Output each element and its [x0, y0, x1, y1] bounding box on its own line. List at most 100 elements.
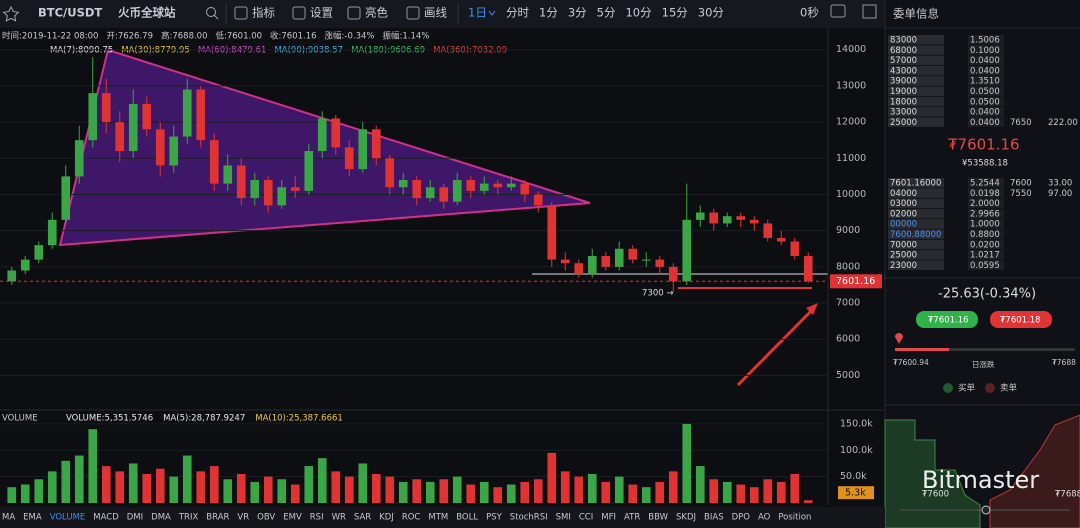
- sell-button[interactable]: [990, 311, 1052, 328]
- candle-body: [358, 129, 368, 170]
- candle-body: [7, 270, 17, 282]
- interval-button[interactable]: 1分: [539, 6, 558, 20]
- order-amount-bg: [968, 219, 1004, 229]
- candle-body: [115, 122, 125, 152]
- order-amount-bg: [968, 229, 1004, 239]
- zoom-handle[interactable]: [981, 505, 991, 515]
- price-change: -25.63(-0.34%): [938, 287, 1036, 302]
- order-price: 00000: [890, 220, 917, 230]
- indicator-tab[interactable]: BIAS: [704, 513, 724, 523]
- candle-body: [371, 129, 381, 159]
- active-interval[interactable]: 1日: [468, 6, 487, 20]
- order-price: 7601.16000: [890, 179, 941, 189]
- order-price: 7650: [1010, 118, 1032, 128]
- indicator-tab[interactable]: KDJ: [379, 513, 394, 523]
- indicator-tab[interactable]: CCI: [579, 513, 593, 523]
- order-amount-bg: [968, 76, 1004, 86]
- order-row-bg: [888, 219, 944, 229]
- volume-bar: [574, 476, 584, 503]
- candle-body: [439, 187, 449, 202]
- interval-button[interactable]: 15分: [662, 6, 689, 20]
- ohlc-info: 收:7601.16: [270, 31, 317, 42]
- order-amount-bg: [968, 107, 1004, 117]
- tool-button[interactable]: 指标: [252, 6, 275, 20]
- indicator-tab[interactable]: OBV: [257, 513, 275, 523]
- indicator-tab[interactable]: BRAR: [206, 513, 229, 523]
- candle-body: [223, 165, 233, 184]
- indicator-tab[interactable]: VR: [237, 513, 249, 523]
- volume-bar: [371, 474, 381, 503]
- volume-bar: [547, 452, 557, 503]
- indicator-tab[interactable]: StochRSI: [510, 513, 548, 523]
- indicator-tab[interactable]: BOLL: [456, 513, 478, 523]
- tool-icon: [234, 6, 248, 20]
- indicator-tab[interactable]: DMA: [151, 513, 171, 523]
- order-row-bg: [888, 86, 944, 96]
- indicator-tab[interactable]: AO: [758, 513, 771, 523]
- candle-body: [452, 180, 462, 202]
- indicator-tab[interactable]: DMI: [127, 513, 143, 523]
- ma-label: MA(90):9038.57: [274, 46, 343, 56]
- camera-icon[interactable]: [830, 4, 846, 18]
- indicator-tab[interactable]: ATR: [624, 513, 640, 523]
- order-price: 19000: [890, 87, 917, 97]
- ma-label: MA(180):9606.69: [351, 46, 425, 56]
- volume-bar: [7, 487, 17, 503]
- candle-body: [142, 104, 152, 130]
- ohlc-info: 涨幅:-0.34%: [325, 31, 375, 42]
- order-amount-bg: [968, 35, 1004, 45]
- candle-body: [277, 187, 287, 206]
- depth-x-label: ₮7688: [1055, 490, 1080, 500]
- indicator-tab[interactable]: SMI: [556, 513, 571, 523]
- tool-icon: [347, 6, 361, 20]
- y-tick-label: 12000: [836, 117, 866, 128]
- indicator-tab[interactable]: MACD: [93, 513, 119, 523]
- indicator-tab[interactable]: SAR: [354, 513, 371, 523]
- volume-bar: [560, 471, 570, 503]
- candle-body: [655, 259, 665, 267]
- indicator-tab[interactable]: RSI: [310, 513, 324, 523]
- favorite-icon[interactable]: [2, 5, 20, 22]
- volume-bar: [614, 476, 624, 503]
- interval-button[interactable]: 10分: [625, 6, 652, 20]
- order-row-bg: [888, 229, 944, 239]
- indicator-tab[interactable]: EMA: [23, 513, 42, 523]
- indicator-tab[interactable]: SKDJ: [676, 513, 696, 523]
- search-icon[interactable]: [206, 7, 216, 17]
- candle-body: [628, 248, 638, 260]
- order-amount: 0.1000: [970, 46, 1000, 56]
- order-amount: 1.5006: [970, 36, 1000, 46]
- ohlc-info: 开:7626.79: [106, 32, 153, 42]
- candle-body: [236, 165, 246, 199]
- interval-button[interactable]: 3分: [568, 6, 587, 20]
- interval-button[interactable]: 分时: [506, 6, 529, 20]
- indicator-tab[interactable]: Position: [778, 513, 811, 523]
- tool-button[interactable]: 亮色: [365, 6, 388, 20]
- indicator-tab[interactable]: VOLUME: [50, 513, 86, 523]
- indicator-tab[interactable]: MFI: [601, 513, 616, 523]
- fullscreen-icon[interactable]: [862, 4, 877, 19]
- indicator-tab[interactable]: EMV: [283, 513, 302, 523]
- legend-ask: 卖单: [1000, 383, 1018, 394]
- annotation: 7300 →: [642, 289, 673, 299]
- indicator-tab[interactable]: MA: [2, 513, 15, 523]
- order-amount: 1.3510: [970, 77, 1000, 87]
- volume-bar: [358, 463, 368, 503]
- interval-button[interactable]: 30分: [698, 6, 725, 20]
- ma-label: MA(360):7032.09: [433, 46, 507, 56]
- indicator-tab[interactable]: TRIX: [178, 513, 199, 523]
- indicator-tab[interactable]: ROC: [402, 513, 421, 523]
- volume-bar: [277, 479, 287, 503]
- tool-button[interactable]: 画线: [424, 6, 447, 20]
- indicator-tab[interactable]: BBW: [648, 513, 668, 523]
- indicator-tab[interactable]: WR: [332, 513, 346, 523]
- indicator-tab[interactable]: DPO: [732, 513, 751, 523]
- interval-button[interactable]: 5分: [597, 6, 616, 20]
- indicator-tab[interactable]: MTM: [428, 513, 448, 523]
- volume-bar: [601, 481, 611, 503]
- volume-title: VOLUME: [2, 414, 38, 424]
- y-tick-label: 8000: [836, 261, 860, 272]
- buy-button[interactable]: [916, 311, 978, 328]
- indicator-tab[interactable]: PSY: [486, 513, 503, 523]
- tool-button[interactable]: 设置: [310, 6, 333, 20]
